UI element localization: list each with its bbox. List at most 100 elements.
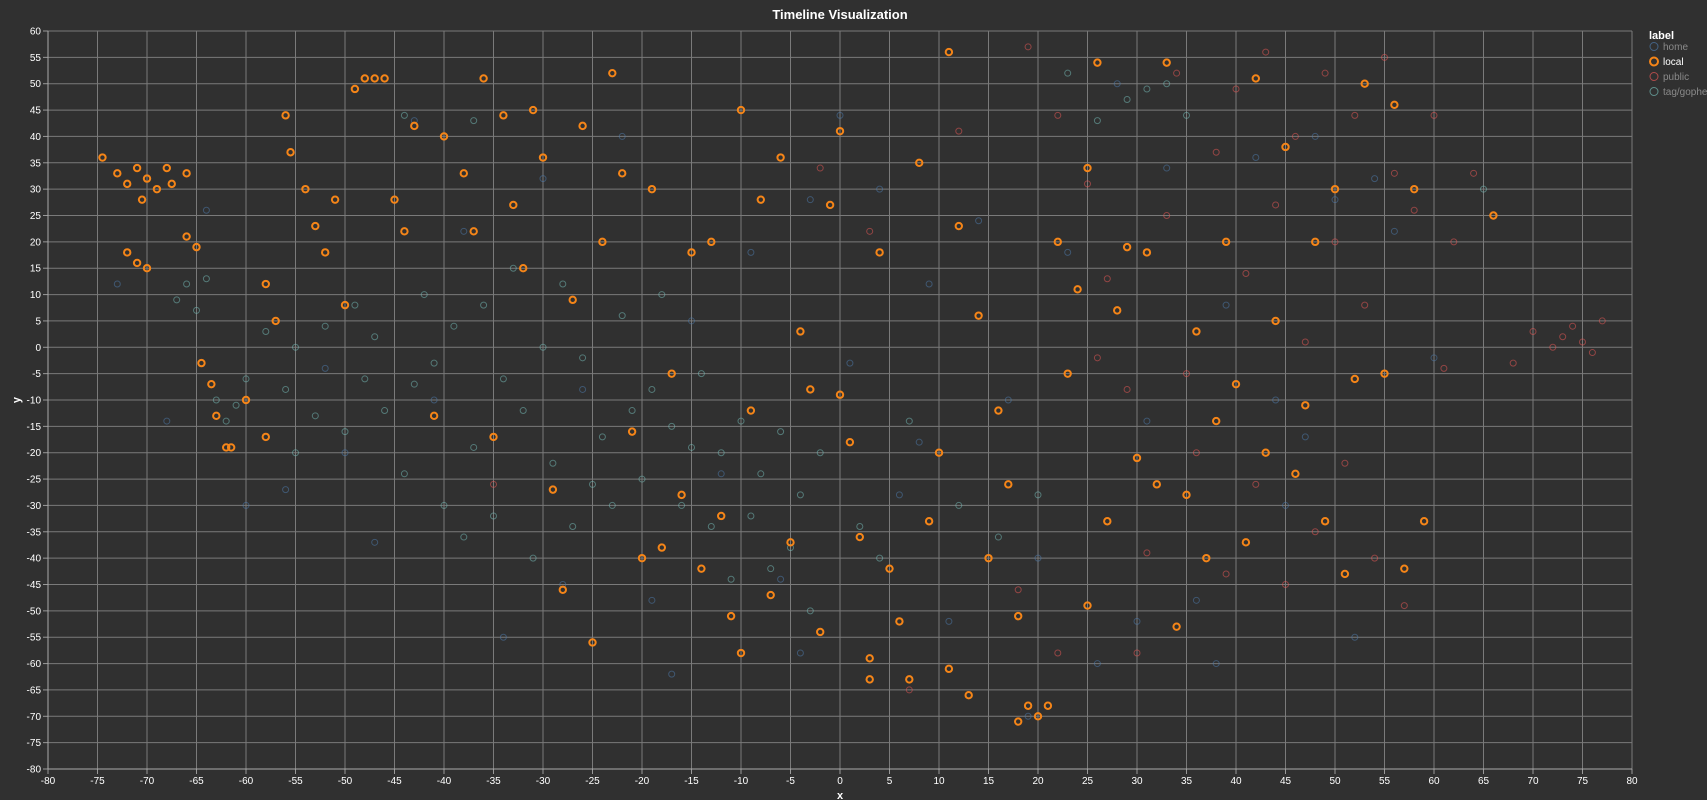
y-tick-label: -70 [27, 712, 42, 723]
point-public [1440, 364, 1448, 372]
point-public [1598, 317, 1606, 325]
point-home [282, 486, 290, 494]
point-local [1073, 285, 1082, 294]
point-local [400, 227, 409, 236]
point-public [1569, 322, 1577, 330]
legend-label-local[interactable]: local [1663, 57, 1684, 68]
point-local [1390, 100, 1399, 110]
point-tag-gopher [559, 280, 567, 288]
y-tick-label: 55 [30, 53, 42, 64]
point-local [885, 564, 894, 573]
legend-symbol-home [1649, 42, 1659, 51]
legend-label-home[interactable]: home [1663, 42, 1688, 53]
point-public [1054, 111, 1062, 119]
point-tag-gopher [321, 322, 329, 330]
point-tag-gopher [1123, 96, 1131, 104]
point-local [1311, 237, 1320, 247]
point-public [1311, 528, 1319, 536]
point-tag-gopher [351, 301, 359, 309]
y-tick-label: 0 [35, 343, 41, 354]
y-tick-label: -20 [27, 448, 42, 459]
point-local [226, 443, 236, 452]
point-local [697, 564, 706, 573]
point-home [806, 196, 814, 204]
point-local [647, 184, 657, 194]
y-tick-label: 45 [30, 106, 42, 117]
point-tag-gopher [292, 343, 299, 351]
y-axis-title: y [11, 396, 23, 403]
point-local [479, 74, 488, 83]
point-public [1242, 269, 1250, 277]
point-home [1430, 354, 1438, 362]
x-tick-label: 20 [1032, 776, 1044, 787]
point-local [558, 585, 567, 594]
point-home [341, 449, 349, 457]
point-local [370, 74, 379, 83]
y-tick-label: -10 [27, 396, 42, 407]
y-tick-label: -25 [27, 475, 42, 486]
y-tick-label: -55 [27, 633, 42, 644]
point-tag-gopher [1163, 80, 1171, 88]
point-local [835, 390, 845, 399]
point-local [301, 184, 310, 194]
point-local [756, 195, 765, 204]
y-tick-label: -40 [27, 554, 42, 565]
point-local [736, 648, 746, 658]
x-tick-label: -35 [486, 776, 501, 787]
point-tag-gopher [598, 433, 606, 441]
point-tag-gopher [648, 385, 656, 393]
x-tick-label: -10 [734, 776, 749, 787]
point-tag-gopher [806, 607, 814, 615]
point-local [627, 427, 637, 436]
point-home [1390, 227, 1398, 235]
point-tag-gopher [490, 512, 497, 520]
point-local [1103, 517, 1112, 526]
point-local [746, 406, 756, 415]
point-home [1133, 617, 1141, 625]
point-public [1232, 85, 1240, 93]
point-local [311, 221, 320, 231]
point-home [1252, 154, 1260, 162]
point-local [944, 664, 954, 674]
point-public [1450, 238, 1458, 246]
x-tick-label: -50 [338, 776, 353, 787]
point-local [1053, 237, 1063, 247]
point-tag-gopher [767, 565, 775, 573]
point-tag-gopher [707, 523, 715, 531]
x-tick-label: -45 [387, 776, 402, 787]
legend-label-public[interactable]: public [1663, 72, 1689, 83]
point-local [1291, 469, 1300, 478]
point-tag-gopher [757, 470, 765, 478]
point-local [142, 264, 152, 273]
x-tick-label: 30 [1131, 776, 1143, 787]
point-local [806, 385, 815, 394]
point-tag-gopher [658, 291, 666, 299]
point-local [1301, 401, 1310, 410]
point-local [1083, 601, 1092, 610]
x-tick-label: -55 [288, 776, 303, 787]
point-tag-gopher [292, 449, 299, 457]
x-tick-label: -20 [635, 776, 650, 787]
point-public [1390, 169, 1398, 177]
point-home [895, 491, 903, 499]
point-home [1301, 433, 1309, 441]
point-local [766, 590, 775, 600]
point-home [648, 596, 656, 604]
point-local [875, 248, 884, 257]
point-tag-gopher [202, 275, 210, 283]
point-local [1231, 379, 1241, 389]
point-tag-gopher [737, 417, 745, 425]
x-tick-label: 0 [837, 776, 843, 787]
point-local [489, 432, 498, 442]
point-tag-gopher [747, 512, 755, 520]
legend-label-tag-gopher[interactable]: tag/gopher [1663, 87, 1707, 98]
point-home [945, 617, 953, 625]
point-local [286, 148, 295, 157]
point-public [1470, 169, 1478, 177]
point-local [954, 221, 963, 231]
point-tag-gopher [212, 396, 220, 404]
point-home [321, 364, 329, 372]
point-local [1004, 480, 1013, 489]
point-tag-gopher [668, 422, 676, 430]
point-public [1054, 649, 1062, 657]
